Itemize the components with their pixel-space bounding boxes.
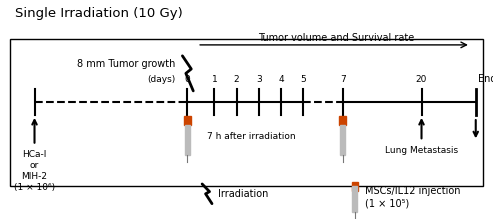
Text: Irradiation: Irradiation: [218, 189, 268, 199]
Text: Tumor volume and Survival rate: Tumor volume and Survival rate: [258, 33, 415, 43]
Bar: [10, 39, 483, 186]
Bar: [352, 186, 357, 212]
Text: 1: 1: [211, 75, 217, 84]
Bar: [184, 125, 190, 155]
Bar: [352, 182, 358, 191]
Text: 20: 20: [416, 75, 427, 84]
Text: Lung Metastasis: Lung Metastasis: [385, 146, 458, 155]
Text: 7: 7: [340, 75, 346, 84]
Text: 7 h after irradiation: 7 h after irradiation: [207, 132, 296, 141]
Text: (days): (days): [147, 75, 175, 84]
Text: End: End: [478, 74, 493, 84]
Text: 8 mm Tumor growth: 8 mm Tumor growth: [76, 59, 175, 69]
Text: Single Irradiation (10 Gy): Single Irradiation (10 Gy): [15, 7, 182, 19]
Text: 3: 3: [256, 75, 262, 84]
Bar: [340, 125, 345, 155]
Text: 5: 5: [300, 75, 306, 84]
Bar: [339, 116, 346, 125]
Text: HCa-I
or
MIH-2
(1 × 10⁶): HCa-I or MIH-2 (1 × 10⁶): [14, 150, 55, 192]
Bar: [183, 116, 191, 125]
Text: MSCs/IL12 injection
(1 × 10⁵): MSCs/IL12 injection (1 × 10⁵): [365, 186, 460, 208]
Text: 4: 4: [278, 75, 284, 84]
Text: 0: 0: [184, 75, 190, 84]
Text: 2: 2: [234, 75, 240, 84]
